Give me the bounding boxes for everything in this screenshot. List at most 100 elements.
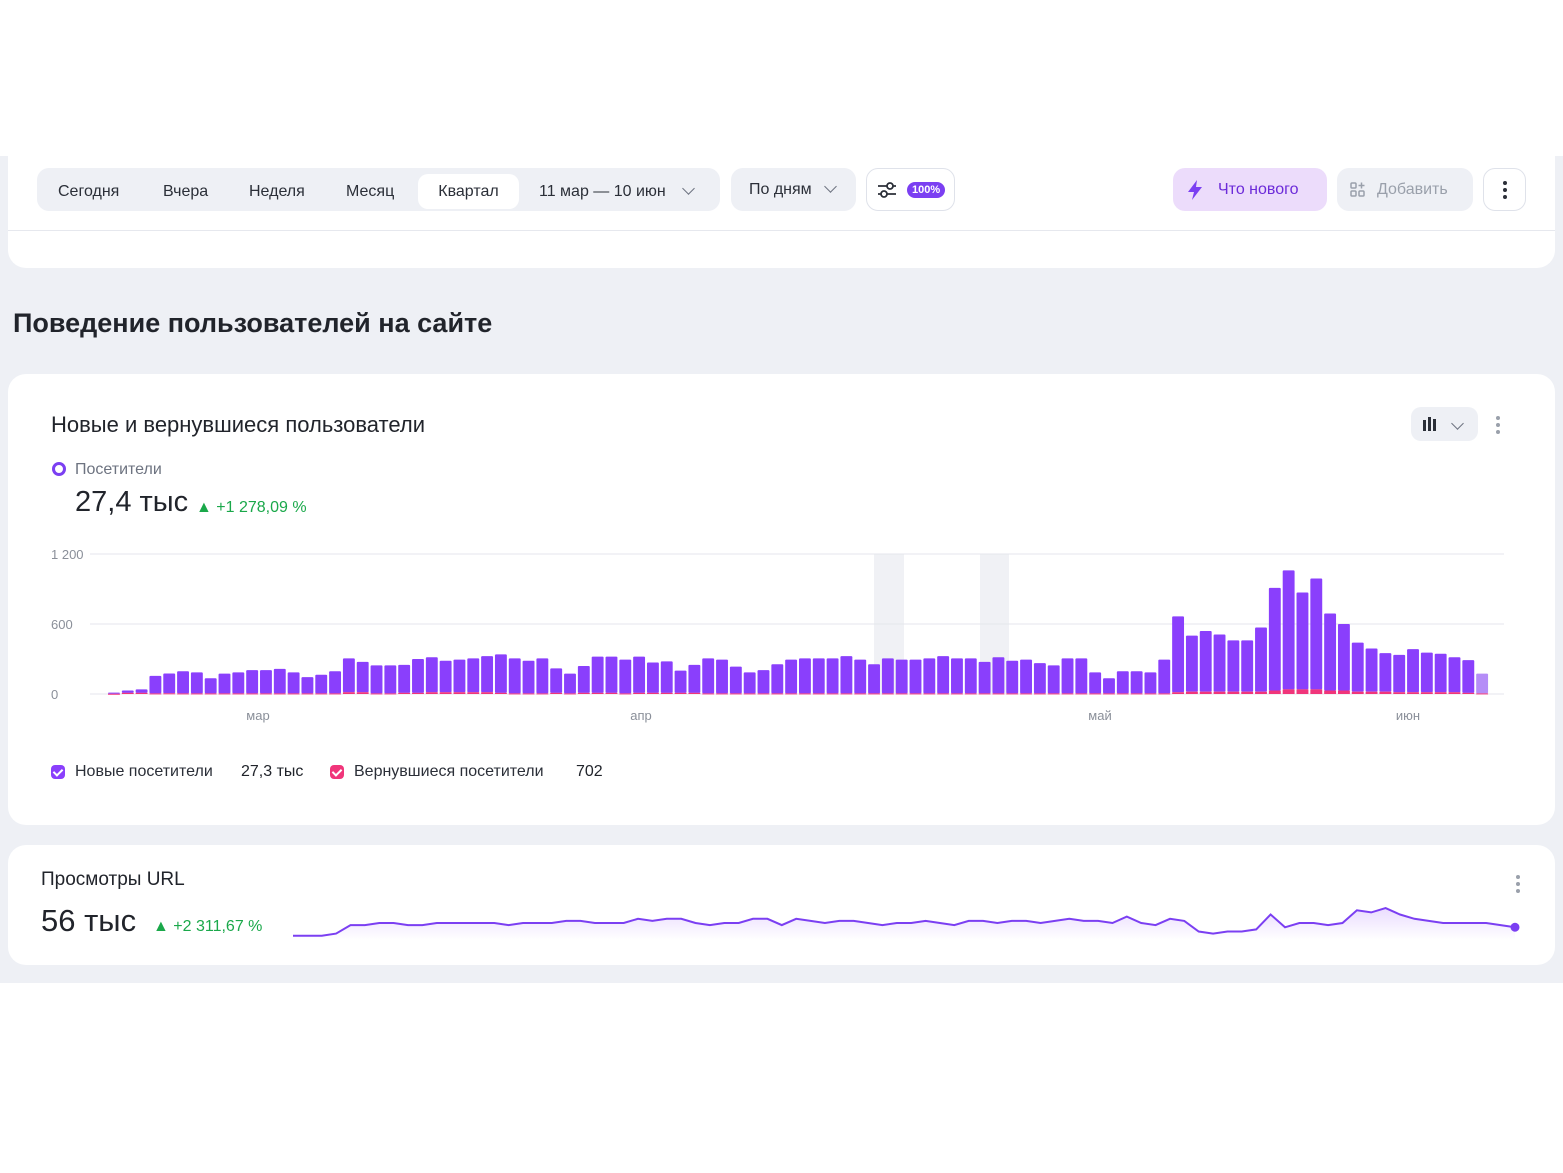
bar-new-visitors[interactable] <box>591 656 604 693</box>
bar-new-visitors[interactable] <box>660 661 673 693</box>
bar-returning-visitors[interactable] <box>425 692 438 694</box>
bar-returning-visitors[interactable] <box>909 693 922 695</box>
bar-new-visitors[interactable] <box>1393 654 1406 693</box>
bar-returning-visitors[interactable] <box>895 693 908 695</box>
bar-returning-visitors[interactable] <box>494 692 507 694</box>
bar-returning-visitors[interactable] <box>619 693 632 695</box>
bar-returning-visitors[interactable] <box>1476 693 1489 695</box>
bar-new-visitors[interactable] <box>1227 640 1240 692</box>
bar-new-visitors[interactable] <box>1089 672 1102 694</box>
bar-returning-visitors[interactable] <box>688 692 701 694</box>
bar-returning-visitors[interactable] <box>702 693 715 695</box>
chart-type-toggle[interactable] <box>1411 407 1478 441</box>
bar-new-visitors[interactable] <box>329 671 342 694</box>
bar-new-visitors[interactable] <box>342 658 355 693</box>
bar-new-visitors[interactable] <box>149 675 162 694</box>
bar-returning-visitors[interactable] <box>674 692 687 694</box>
bar-new-visitors[interactable] <box>522 660 535 694</box>
bar-new-visitors[interactable] <box>232 672 245 694</box>
bar-returning-visitors[interactable] <box>1407 692 1419 694</box>
bar-returning-visitors[interactable] <box>1268 690 1281 695</box>
bar-returning-visitors[interactable] <box>218 693 231 695</box>
widget-menu-button[interactable] <box>1488 412 1508 438</box>
bar-new-visitors[interactable] <box>771 664 784 694</box>
period-quarter[interactable]: Квартал <box>418 174 519 209</box>
bar-returning-visitors[interactable] <box>923 693 936 695</box>
bar-new-visitors[interactable] <box>287 672 300 694</box>
bar-new-visitors[interactable] <box>951 658 963 694</box>
bar-new-visitors[interactable] <box>674 670 687 693</box>
bar-new-visitors[interactable] <box>1033 663 1046 694</box>
period-today[interactable]: Сегодня <box>58 183 120 200</box>
bar-returning-visitors[interactable] <box>412 692 424 694</box>
bar-returning-visitors[interactable] <box>1185 691 1198 694</box>
bar-returning-visitors[interactable] <box>1393 692 1406 694</box>
bar-new-visitors[interactable] <box>1144 672 1157 694</box>
bar-returning-visitors[interactable] <box>522 693 535 695</box>
widget-menu-button[interactable] <box>1508 871 1528 897</box>
bar-new-visitors[interactable] <box>356 661 369 693</box>
bar-returning-visitors[interactable] <box>757 693 770 695</box>
bar-returning-visitors[interactable] <box>605 692 618 694</box>
bar-new-visitors[interactable] <box>453 659 466 693</box>
bar-returning-visitors[interactable] <box>1365 691 1378 694</box>
bar-new-visitors[interactable] <box>204 678 217 694</box>
bar-new-visitors[interactable] <box>108 692 120 694</box>
bar-new-visitors[interactable] <box>1199 631 1212 692</box>
bar-new-visitors[interactable] <box>301 677 314 694</box>
bar-returning-visitors[interactable] <box>1420 692 1433 694</box>
bar-returning-visitors[interactable] <box>729 693 742 695</box>
bar-new-visitors[interactable] <box>163 673 176 694</box>
bar-new-visitors[interactable] <box>412 659 424 693</box>
bar-returning-visitors[interactable] <box>564 693 576 695</box>
bar-returning-visitors[interactable] <box>246 693 259 695</box>
bar-new-visitors[interactable] <box>577 666 590 693</box>
bar-returning-visitors[interactable] <box>301 693 314 695</box>
bar-returning-visitors[interactable] <box>370 693 383 695</box>
bar-returning-visitors[interactable] <box>287 693 300 695</box>
bar-new-visitors[interactable] <box>716 659 728 694</box>
bar-returning-visitors[interactable] <box>273 693 286 695</box>
bar-new-visitors[interactable] <box>1158 659 1171 694</box>
bar-returning-visitors[interactable] <box>1337 690 1350 695</box>
bar-new-visitors[interactable] <box>425 657 438 693</box>
bar-new-visitors[interactable] <box>743 672 756 694</box>
bar-new-visitors[interactable] <box>1420 652 1433 693</box>
bar-returning-visitors[interactable] <box>384 693 397 695</box>
bar-returning-visitors[interactable] <box>1172 692 1185 694</box>
bar-returning-visitors[interactable] <box>591 692 604 694</box>
bar-returning-visitors[interactable] <box>1130 693 1143 695</box>
bar-returning-visitors[interactable] <box>1296 689 1309 694</box>
bar-returning-visitors[interactable] <box>342 692 355 694</box>
bar-returning-visitors[interactable] <box>508 693 521 695</box>
bar-new-visitors[interactable] <box>1268 587 1281 691</box>
bar-new-visitors[interactable] <box>1296 592 1309 690</box>
bar-returning-visitors[interactable] <box>992 693 1005 695</box>
bar-new-visitors[interactable] <box>812 658 825 694</box>
bar-returning-visitors[interactable] <box>1241 691 1254 694</box>
bar-returning-visitors[interactable] <box>964 693 977 695</box>
bar-returning-visitors[interactable] <box>1144 693 1157 695</box>
bar-new-visitors[interactable] <box>1172 616 1185 693</box>
bar-returning-visitors[interactable] <box>398 692 411 694</box>
bar-returning-visitors[interactable] <box>108 693 120 695</box>
bar-returning-visitors[interactable] <box>356 692 369 694</box>
bar-new-visitors[interactable] <box>1407 649 1419 693</box>
bar-new-visitors[interactable] <box>1241 640 1254 692</box>
bar-new-visitors[interactable] <box>273 668 286 694</box>
bar-returning-visitors[interactable] <box>881 693 894 695</box>
bar-returning-visitors[interactable] <box>177 693 189 695</box>
bar-returning-visitors[interactable] <box>1324 690 1337 695</box>
bar-new-visitors[interactable] <box>1324 613 1337 691</box>
bar-new-visitors[interactable] <box>1476 673 1489 694</box>
bar-returning-visitors[interactable] <box>453 692 466 694</box>
bar-new-visitors[interactable] <box>260 670 272 694</box>
bar-new-visitors[interactable] <box>1047 665 1060 694</box>
bar-new-visitors[interactable] <box>370 665 383 694</box>
bar-new-visitors[interactable] <box>218 673 231 694</box>
bar-new-visitors[interactable] <box>840 656 853 694</box>
bar-returning-visitors[interactable] <box>1351 691 1364 694</box>
bar-returning-visitors[interactable] <box>204 693 217 695</box>
bar-returning-visitors[interactable] <box>550 692 563 694</box>
bar-returning-visitors[interactable] <box>840 693 853 695</box>
